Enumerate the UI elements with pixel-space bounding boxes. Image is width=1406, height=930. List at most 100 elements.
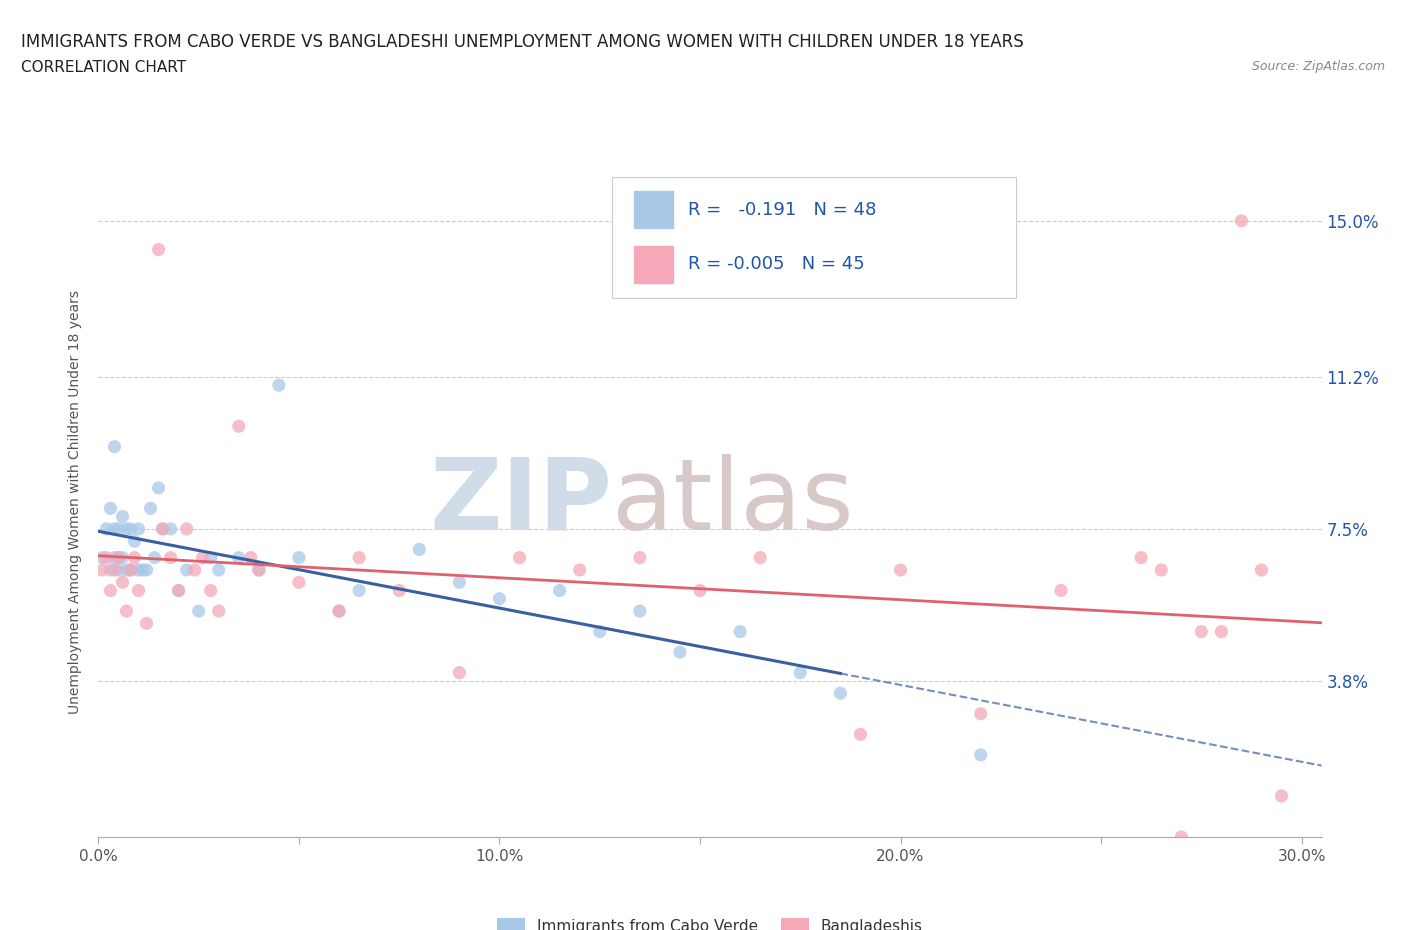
Point <box>131 563 153 578</box>
Point <box>115 563 138 578</box>
Point <box>135 616 157 631</box>
Point <box>228 551 250 565</box>
Point <box>187 604 209 618</box>
Point <box>167 583 190 598</box>
Point <box>200 551 222 565</box>
Point <box>228 418 250 433</box>
Point <box>789 665 811 680</box>
Point <box>849 727 872 742</box>
Point <box>347 551 370 565</box>
Text: R =   -0.191   N = 48: R = -0.191 N = 48 <box>688 201 876 219</box>
Text: IMMIGRANTS FROM CABO VERDE VS BANGLADESHI UNEMPLOYMENT AMONG WOMEN WITH CHILDREN: IMMIGRANTS FROM CABO VERDE VS BANGLADESH… <box>21 33 1024 50</box>
Point <box>689 583 711 598</box>
Point <box>449 575 471 590</box>
Point <box>200 583 222 598</box>
Point <box>328 604 350 618</box>
Point <box>107 563 129 578</box>
Point <box>589 624 612 639</box>
Point <box>103 563 125 578</box>
Point <box>120 522 142 537</box>
Point <box>449 665 471 680</box>
Point <box>628 604 651 618</box>
Point <box>115 522 138 537</box>
Point <box>288 551 311 565</box>
Point <box>96 551 118 565</box>
Point <box>830 685 852 700</box>
Point <box>91 563 114 578</box>
Point <box>267 378 290 392</box>
Point <box>159 551 181 565</box>
Point <box>488 591 510 606</box>
Point <box>728 624 751 639</box>
Point <box>183 563 205 578</box>
Point <box>176 522 198 537</box>
Point <box>120 563 142 578</box>
Point <box>135 563 157 578</box>
Point <box>970 706 993 721</box>
Point <box>159 522 181 537</box>
Point <box>191 551 214 565</box>
Point <box>1270 789 1292 804</box>
Point <box>111 575 134 590</box>
Point <box>148 481 170 496</box>
Point <box>103 522 125 537</box>
Point <box>111 509 134 524</box>
Bar <box>634 192 673 228</box>
Point <box>970 748 993 763</box>
Point <box>208 604 231 618</box>
Point <box>1189 624 1212 639</box>
Text: atlas: atlas <box>612 454 853 551</box>
Point <box>103 551 125 565</box>
Point <box>328 604 350 618</box>
Point <box>1211 624 1233 639</box>
Point <box>247 563 270 578</box>
Point <box>96 522 118 537</box>
Legend: Immigrants from Cabo Verde, Bangladeshis: Immigrants from Cabo Verde, Bangladeshis <box>491 911 929 930</box>
Point <box>128 522 150 537</box>
Point <box>239 551 262 565</box>
Point <box>1150 563 1173 578</box>
Point <box>288 575 311 590</box>
Point <box>408 542 430 557</box>
Point <box>139 501 162 516</box>
Point <box>1250 563 1272 578</box>
Text: CORRELATION CHART: CORRELATION CHART <box>21 60 186 75</box>
Point <box>124 534 146 549</box>
Point <box>247 563 270 578</box>
Point <box>509 551 531 565</box>
Point <box>1130 551 1153 565</box>
Y-axis label: Unemployment Among Women with Children Under 18 years: Unemployment Among Women with Children U… <box>69 290 83 714</box>
Point <box>152 522 174 537</box>
Point <box>628 551 651 565</box>
Point <box>208 563 231 578</box>
Point <box>100 563 122 578</box>
Point <box>669 644 692 659</box>
Point <box>388 583 411 598</box>
Text: R = -0.005   N = 45: R = -0.005 N = 45 <box>688 256 865 273</box>
Point <box>176 563 198 578</box>
Point <box>91 551 114 565</box>
Point <box>100 501 122 516</box>
Point <box>347 583 370 598</box>
Point <box>107 551 129 565</box>
Point <box>128 583 150 598</box>
Point <box>107 522 129 537</box>
Point <box>111 551 134 565</box>
Point <box>1170 830 1192 844</box>
Point <box>115 604 138 618</box>
Point <box>1050 583 1073 598</box>
Point <box>100 583 122 598</box>
FancyBboxPatch shape <box>612 178 1015 298</box>
Point <box>152 522 174 537</box>
Point <box>568 563 591 578</box>
Bar <box>634 246 673 283</box>
Point <box>167 583 190 598</box>
Point <box>548 583 571 598</box>
Point <box>107 551 129 565</box>
Point <box>120 563 142 578</box>
Point <box>749 551 772 565</box>
Point <box>124 551 146 565</box>
Point <box>148 242 170 257</box>
Point <box>143 551 166 565</box>
Point <box>103 439 125 454</box>
